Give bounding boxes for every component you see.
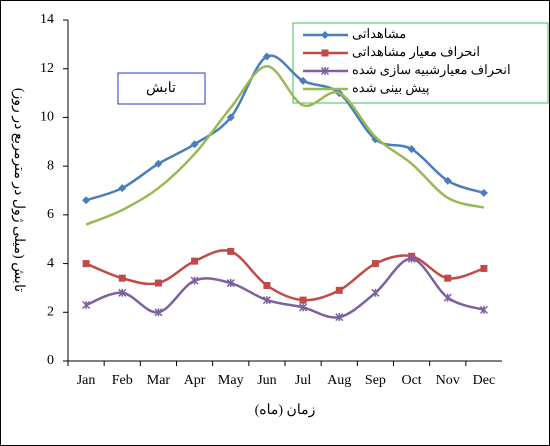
marker	[154, 159, 163, 168]
marker	[480, 264, 488, 272]
marker	[262, 296, 271, 305]
marker	[226, 113, 235, 122]
marker	[154, 308, 163, 317]
x-tick-label: Jul	[295, 373, 311, 388]
x-tick-label: Dec	[473, 373, 496, 388]
marker	[443, 293, 452, 302]
x-tick-label: Jan	[77, 373, 96, 388]
legend-label: پیش بینی شده	[352, 80, 430, 96]
x-tick-label: Sep	[365, 373, 386, 388]
marker	[371, 260, 379, 268]
y-tick-label: 8	[47, 158, 54, 173]
y-axis-label: تابش (میلی ژول در مترمربع در روز)	[11, 88, 26, 292]
marker	[443, 176, 452, 185]
legend-item: انحراف معیار مشاهداتی	[303, 44, 480, 60]
x-axis-label: زمان (ماه)	[255, 403, 316, 418]
legend-item: پیش بینی شده	[303, 80, 430, 96]
marker	[299, 303, 308, 312]
marker	[479, 188, 488, 197]
marker	[407, 145, 416, 154]
marker	[226, 279, 235, 288]
x-tick-label: May	[218, 373, 244, 388]
x-tick-label: Aug	[327, 373, 351, 388]
x-tick-label: Feb	[112, 373, 133, 388]
legend-item: مشاهداتی	[303, 26, 406, 41]
marker	[479, 305, 488, 314]
marker	[335, 313, 344, 322]
marker	[82, 196, 91, 205]
marker	[335, 286, 343, 294]
y-tick-label: 14	[40, 12, 54, 27]
y-tick-label: 6	[47, 207, 54, 222]
marker	[227, 247, 235, 255]
marker	[407, 254, 416, 263]
marker	[190, 140, 199, 149]
y-tick-label: 0	[47, 353, 54, 368]
marker	[444, 274, 452, 282]
marker	[190, 276, 199, 285]
marker	[299, 76, 308, 85]
marker	[262, 52, 271, 61]
marker	[299, 296, 307, 304]
x-tick-label: Mar	[147, 373, 171, 388]
marker	[263, 281, 271, 289]
y-tick-label: 2	[47, 305, 54, 320]
marker	[118, 184, 127, 193]
x-tick-label: Nov	[436, 373, 460, 388]
y-tick-label: 12	[40, 61, 54, 76]
marker	[320, 66, 330, 76]
y-tick-label: 4	[47, 256, 54, 271]
legend-label: مشاهداتی	[352, 26, 406, 41]
x-tick-label: Jun	[257, 373, 276, 388]
marker	[191, 257, 199, 265]
x-tick-label: Oct	[401, 373, 421, 388]
series-line	[85, 257, 485, 319]
y-tick-label: 10	[40, 110, 54, 125]
marker	[118, 274, 126, 282]
marker	[154, 279, 162, 287]
marker	[82, 300, 91, 310]
legend-label: انحراف معیار مشاهداتی	[352, 44, 480, 60]
x-tick-label: Apr	[184, 373, 206, 388]
series-line	[85, 65, 485, 226]
title-box	[117, 72, 206, 105]
legend-item: انحراف معیارشبیه سازی شده	[303, 62, 511, 78]
marker	[82, 260, 90, 268]
chart-title: تابش	[146, 81, 176, 96]
marker	[321, 49, 329, 57]
marker	[321, 31, 329, 39]
legend-label: انحراف معیارشبیه سازی شده	[352, 62, 511, 78]
marker	[371, 288, 380, 297]
legend-box	[292, 22, 549, 104]
marker	[118, 288, 127, 297]
